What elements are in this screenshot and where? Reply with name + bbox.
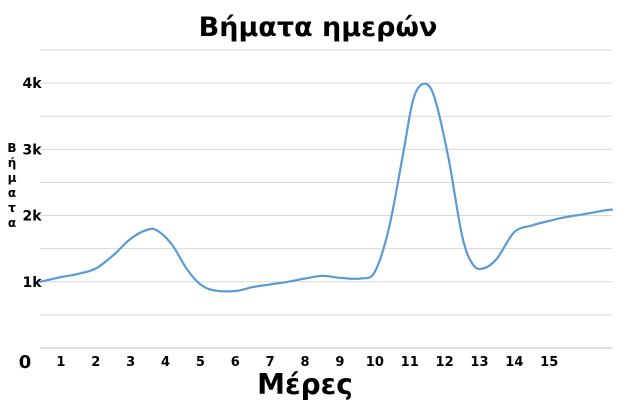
- y-axis-label: Βήματα: [7, 141, 16, 230]
- x-tick-label: 13: [470, 355, 488, 370]
- y-tick-label: 3k: [22, 142, 42, 158]
- x-tick-label: 4: [161, 355, 170, 370]
- x-tick-label: 9: [335, 355, 344, 370]
- x-tick-labels: 1 2 3 4 5 6 7 8 9 10 11 12 13 14 15: [56, 355, 558, 370]
- y-axis-label-letter: Β: [7, 141, 16, 155]
- y-tick-label: 1k: [22, 275, 42, 291]
- x-axis-label: Μέρες: [257, 368, 353, 401]
- origin-label: 0: [19, 352, 32, 373]
- x-tick-label: 6: [231, 355, 240, 370]
- y-axis-label-letter: τ: [8, 201, 16, 215]
- x-tick-label: 11: [401, 355, 419, 370]
- series-layer: [38, 82, 614, 293]
- x-tick-label: 1: [56, 355, 65, 370]
- y-tick-label: 2k: [22, 209, 42, 225]
- series-line: [38, 82, 614, 293]
- x-tick-label: 14: [505, 355, 523, 370]
- x-tick-label: 8: [301, 355, 310, 370]
- y-axis-label-letter: ή: [8, 156, 17, 170]
- gridlines: [40, 49, 612, 316]
- x-tick-label: 2: [91, 355, 100, 370]
- y-axis-label-letter: α: [8, 186, 16, 200]
- y-tick-label: 4k: [22, 76, 42, 92]
- x-tick-label: 5: [196, 355, 205, 370]
- x-tick-label: 12: [436, 355, 454, 370]
- y-tick-labels: 1k 2k 3k 4k: [22, 76, 42, 291]
- x-tick-label: 7: [266, 355, 275, 370]
- y-axis-label-letter: μ: [8, 171, 17, 185]
- chart-title: Βήματα ημερών: [199, 12, 438, 43]
- y-axis-label-letter: α: [8, 216, 16, 230]
- x-tick-label: 15: [540, 355, 558, 370]
- x-tick-label: 3: [126, 355, 135, 370]
- x-tick-label: 10: [366, 355, 384, 370]
